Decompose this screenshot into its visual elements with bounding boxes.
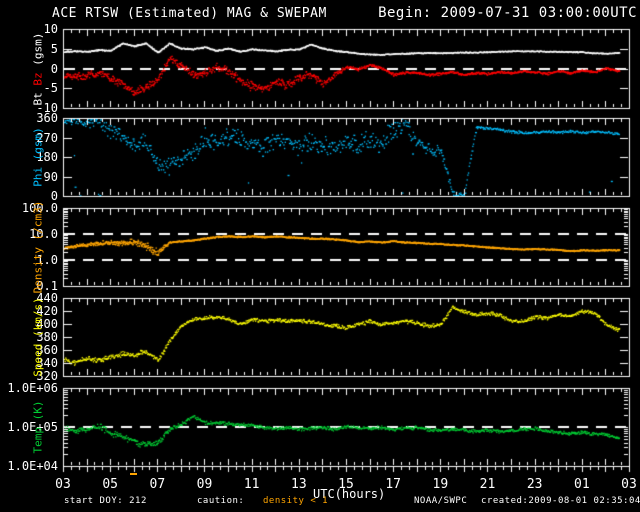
y-tick-label: 100.0: [21, 200, 58, 215]
page-title: ACE RTSW (Estimated) MAG & SWEPAM: [52, 6, 327, 21]
panel-y-label-text: Bz: [31, 71, 45, 86]
y-tick-label: 1.0E+05: [7, 419, 58, 434]
y-tick-label: 440: [36, 290, 58, 305]
y-tick-label: 90: [43, 169, 58, 184]
y-tick-label: 420: [36, 303, 58, 318]
start-doy-label: start DOY: 212: [64, 496, 147, 506]
x-tick-label: 03: [621, 477, 637, 492]
y-tick-label: 0: [50, 61, 58, 76]
x-tick-label: 23: [526, 477, 543, 492]
caution-value: density < 1: [263, 496, 329, 506]
y-tick-label: 180: [36, 149, 58, 164]
panel-y-label-phi: Phi (gsm): [32, 127, 45, 187]
created-timestamp: created:2009-08-01 02:35:04UTC: [481, 496, 640, 506]
agency-label: NOAA/SWPC: [414, 496, 468, 506]
x-axis-title: UTC(hours): [313, 487, 386, 501]
y-tick-label: -5: [43, 80, 58, 95]
y-tick-label: 0.1: [36, 278, 58, 293]
x-tick-label: 07: [149, 477, 166, 492]
panel-y-label-speed: Speed (km/s): [32, 297, 45, 376]
x-tick-label: 11: [243, 477, 260, 492]
y-tick-label: -10: [36, 100, 58, 115]
x-tick-label: 03: [55, 477, 71, 492]
y-tick-label: 360: [36, 342, 58, 357]
y-tick-label: 10.0: [29, 226, 58, 241]
x-tick-label: 17: [385, 477, 401, 492]
y-tick-label: 5: [50, 41, 58, 56]
x-tick-label: 05: [102, 477, 118, 492]
panel-y-label-text: Density (/cm3): [31, 200, 45, 294]
panel-y-label-mag: Bt Bz (gsm): [32, 32, 45, 105]
panel-y-label-text: Temp (K): [31, 400, 45, 454]
x-tick-label: 01: [574, 477, 590, 492]
x-tick-label: 15: [338, 477, 354, 492]
y-tick-label: 320: [36, 368, 58, 383]
y-tick-label: 400: [36, 316, 58, 331]
x-tick-label: 19: [432, 477, 449, 492]
y-tick-label: 380: [36, 329, 58, 344]
x-tick-label: 13: [291, 477, 307, 492]
caution-label: caution:: [197, 496, 245, 506]
y-tick-label: 360: [36, 110, 58, 125]
y-tick-label: 270: [36, 130, 58, 145]
panel-y-label-text: Phi (gsm): [31, 127, 45, 187]
y-tick-label: 1.0E+06: [7, 380, 58, 395]
panel-y-label-text: Speed (km/s): [31, 297, 45, 377]
y-tick-label: 0: [50, 188, 58, 203]
begin-timestamp: Begin: 2009-07-31 03:00:00UTC: [378, 5, 637, 21]
panel-y-label-temp: Temp (K): [32, 401, 45, 454]
x-tick-label: 21: [479, 477, 496, 492]
x-tick-label: 09: [196, 477, 213, 492]
y-tick-label: 1.0E+04: [7, 458, 58, 473]
panel-y-label-density: Density (/cm3): [32, 201, 45, 294]
caution-marker: [130, 473, 137, 475]
panel-y-label-text: (gsm): [31, 32, 45, 72]
y-tick-label: 10: [43, 21, 58, 36]
panel-y-label-text: Bt: [31, 85, 45, 105]
y-tick-label: 1.0: [36, 252, 58, 267]
y-tick-label: 340: [36, 355, 58, 370]
